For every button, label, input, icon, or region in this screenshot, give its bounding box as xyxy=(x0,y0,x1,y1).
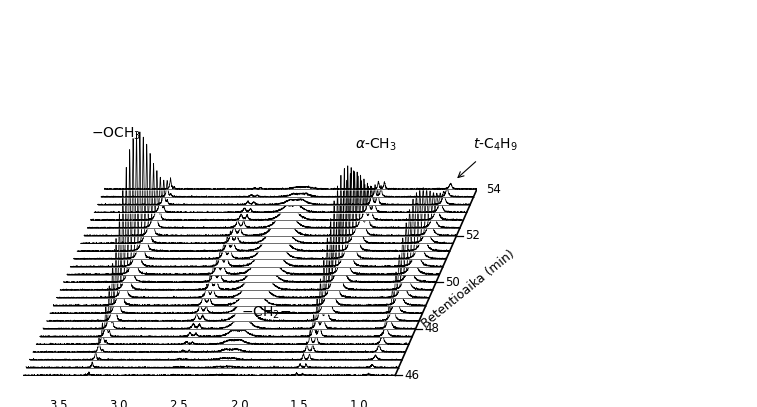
Text: $\alpha$-CH$_3$: $\alpha$-CH$_3$ xyxy=(355,136,397,153)
Text: $t$-C$_4$H$_9$: $t$-C$_4$H$_9$ xyxy=(473,136,519,153)
Text: 46: 46 xyxy=(404,369,419,382)
Text: 54: 54 xyxy=(486,183,501,196)
Text: $-$CH$_2$$-$: $-$CH$_2$$-$ xyxy=(241,304,292,321)
Text: 48: 48 xyxy=(425,322,440,335)
Text: 3.0: 3.0 xyxy=(110,399,128,407)
Text: 50: 50 xyxy=(445,276,459,289)
Text: 1.0: 1.0 xyxy=(350,399,369,407)
Text: 2.0: 2.0 xyxy=(229,399,248,407)
Text: 52: 52 xyxy=(466,229,481,242)
Text: 1.5: 1.5 xyxy=(290,399,308,407)
Text: 3.5: 3.5 xyxy=(49,399,68,407)
Text: $-$OCH$_3$: $-$OCH$_3$ xyxy=(91,125,141,142)
Text: Retentioaika (min): Retentioaika (min) xyxy=(419,248,517,331)
Text: 2.5: 2.5 xyxy=(170,399,188,407)
